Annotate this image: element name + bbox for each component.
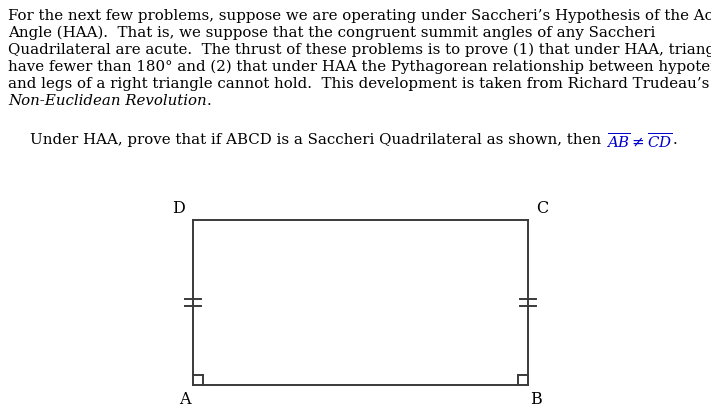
Text: $\overline{AB} \neq \overline{CD}$: $\overline{AB} \neq \overline{CD}$ — [606, 133, 673, 152]
Text: Under HAA, prove that if ABCD is a Saccheri Quadrilateral as shown, then: Under HAA, prove that if ABCD is a Sacch… — [30, 133, 606, 147]
Text: and legs of a right triangle cannot hold.  This development is taken from Richar: and legs of a right triangle cannot hold… — [8, 77, 711, 91]
Text: Quadrilateral are acute.  The thrust of these problems is to prove (1) that unde: Quadrilateral are acute. The thrust of t… — [8, 43, 711, 57]
Text: C: C — [536, 200, 548, 216]
Text: For the next few problems, suppose we are operating under Saccheri’s Hypothesis : For the next few problems, suppose we ar… — [8, 9, 711, 23]
Text: .: . — [207, 94, 211, 108]
Text: have fewer than 180° and (2) that under HAA the Pythagorean relationship between: have fewer than 180° and (2) that under … — [8, 60, 711, 74]
Text: D: D — [172, 200, 185, 216]
Text: and legs of a right triangle cannot hold.  This development is taken from Richar: and legs of a right triangle cannot hold… — [8, 77, 711, 91]
Text: A: A — [179, 390, 191, 405]
Text: $\overline{AB} \neq \overline{CD}$: $\overline{AB} \neq \overline{CD}$ — [606, 133, 673, 152]
Text: B: B — [530, 390, 542, 405]
Text: .: . — [673, 133, 678, 147]
Text: Non-Euclidean Revolution: Non-Euclidean Revolution — [8, 94, 207, 108]
Text: Angle (HAA).  That is, we suppose that the congruent summit angles of any Sacche: Angle (HAA). That is, we suppose that th… — [8, 26, 656, 40]
Text: Non-Euclidean Revolution: Non-Euclidean Revolution — [8, 94, 207, 108]
Text: Under HAA, prove that if ABCD is a Saccheri Quadrilateral as shown, then: Under HAA, prove that if ABCD is a Sacch… — [30, 133, 606, 147]
